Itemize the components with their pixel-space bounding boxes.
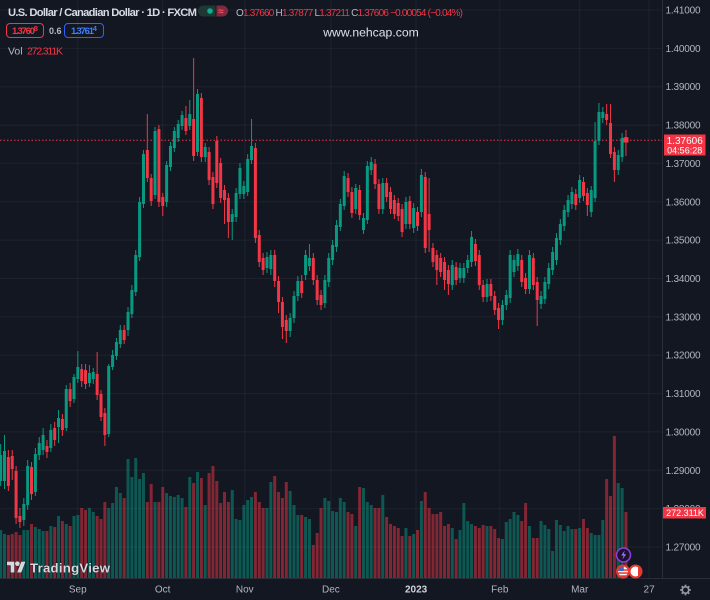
- svg-text:0.6: 0.6: [49, 26, 62, 36]
- svg-text:1.37000: 1.37000: [666, 159, 701, 170]
- svg-text:Mar: Mar: [571, 585, 589, 596]
- svg-text:Nov: Nov: [236, 585, 254, 596]
- svg-text:U.S. Dollar / Canadian Dollar: U.S. Dollar / Canadian Dollar · 1D · FXC…: [8, 7, 197, 19]
- svg-text:1.34000: 1.34000: [666, 274, 701, 285]
- svg-text:O1.37660 H1.37877 L1.37211 C1.: O1.37660 H1.37877 L1.37211 C1.37606 −0.0…: [236, 8, 463, 19]
- svg-text:1.35000: 1.35000: [666, 236, 701, 247]
- svg-text:1.40000: 1.40000: [666, 44, 701, 55]
- svg-text:Vol: Vol: [8, 46, 23, 58]
- svg-text:1.41000: 1.41000: [666, 6, 701, 17]
- svg-text:1.29000: 1.29000: [666, 466, 701, 477]
- svg-text:Sep: Sep: [69, 585, 87, 596]
- svg-text:www.nehcap.com: www.nehcap.com: [322, 26, 419, 40]
- svg-text:1.30000: 1.30000: [666, 427, 701, 438]
- svg-text:1.37608: 1.37608: [12, 24, 38, 37]
- svg-text:Oct: Oct: [155, 585, 171, 596]
- svg-text:272.311K: 272.311K: [666, 508, 704, 518]
- svg-text:1.37614: 1.37614: [71, 24, 98, 37]
- svg-text:272.311K: 272.311K: [27, 46, 63, 58]
- svg-text:1.33000: 1.33000: [666, 312, 701, 323]
- svg-text:1.32000: 1.32000: [666, 351, 701, 362]
- svg-text:TradingView: TradingView: [30, 561, 111, 576]
- svg-text:1.31000: 1.31000: [666, 389, 701, 400]
- svg-text:04:56:28: 04:56:28: [667, 146, 702, 156]
- svg-text:1.39000: 1.39000: [666, 82, 701, 93]
- svg-text:1.37606: 1.37606: [667, 136, 704, 147]
- svg-text:2023: 2023: [405, 585, 428, 596]
- svg-text:1.36000: 1.36000: [666, 197, 701, 208]
- svg-text:27: 27: [644, 585, 656, 596]
- svg-text:Dec: Dec: [322, 585, 340, 596]
- svg-text:Feb: Feb: [491, 585, 509, 596]
- svg-text:1.27000: 1.27000: [666, 543, 701, 554]
- svg-text:≈: ≈: [218, 7, 224, 18]
- svg-text:1.38000: 1.38000: [666, 121, 701, 132]
